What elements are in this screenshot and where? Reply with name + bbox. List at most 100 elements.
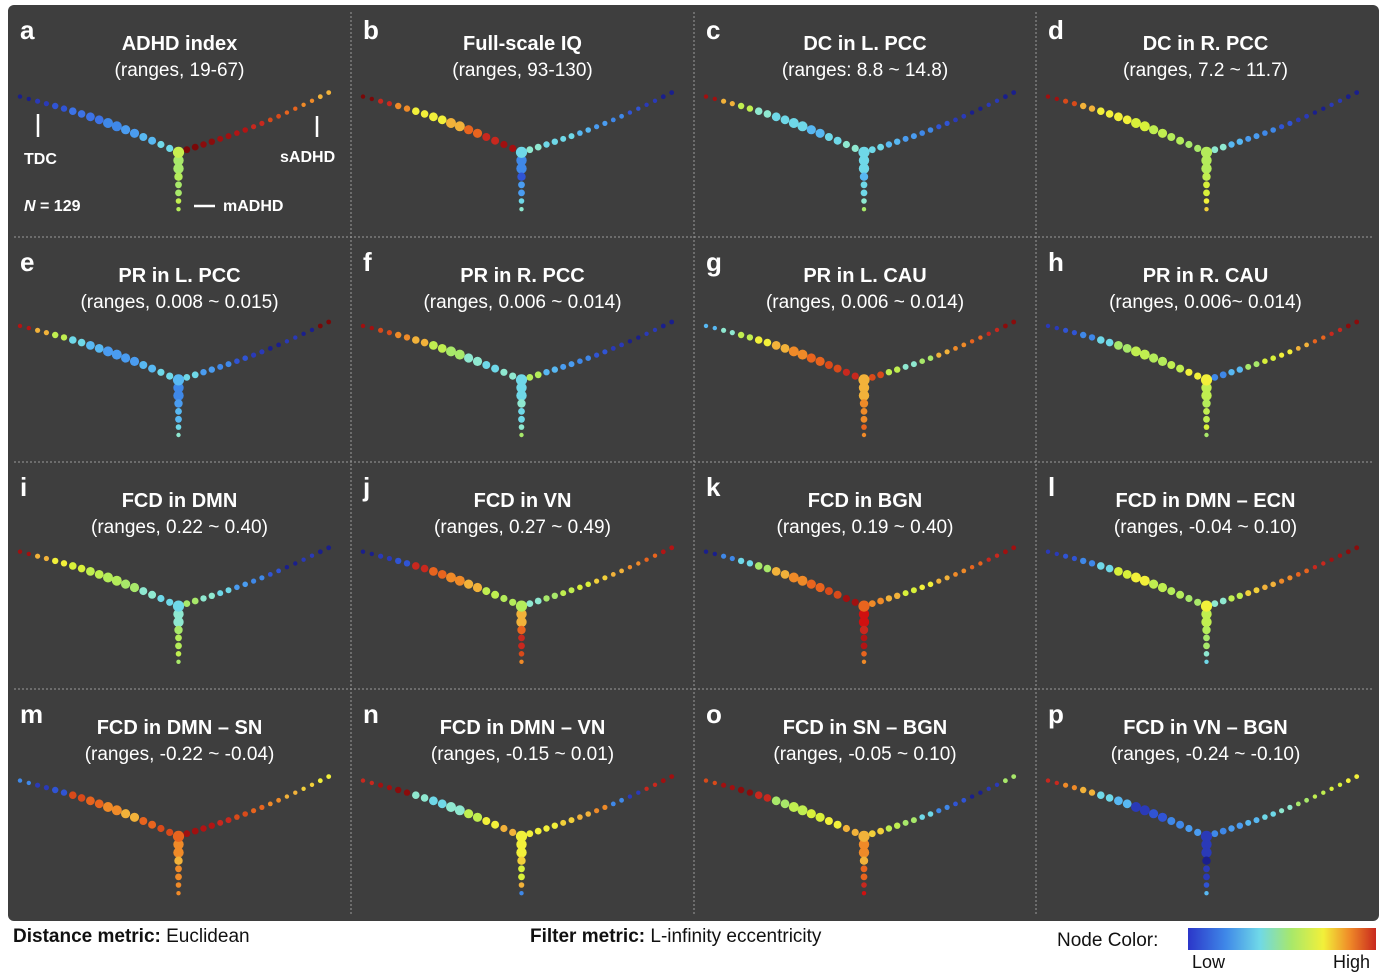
node — [1321, 106, 1326, 111]
node — [771, 341, 781, 350]
node — [927, 127, 934, 133]
node — [858, 839, 870, 850]
node — [86, 112, 95, 122]
node — [877, 371, 884, 379]
panel-letter: k — [706, 472, 721, 502]
node — [200, 369, 207, 376]
node — [652, 98, 658, 104]
panel-letter: d — [1048, 15, 1064, 45]
node — [824, 361, 833, 369]
node — [217, 590, 224, 597]
node — [517, 856, 526, 865]
node — [652, 553, 658, 558]
node — [1063, 98, 1069, 104]
node — [1167, 587, 1176, 596]
junction-node — [515, 374, 528, 386]
node — [482, 361, 491, 369]
node — [858, 382, 870, 393]
junction-node — [172, 600, 185, 612]
node — [885, 825, 893, 832]
node — [636, 561, 641, 566]
node — [500, 368, 508, 376]
node — [927, 355, 934, 362]
node — [551, 138, 558, 145]
node — [103, 802, 113, 812]
node — [746, 334, 754, 341]
node — [183, 374, 191, 381]
node — [1204, 891, 1209, 896]
node — [703, 94, 709, 99]
node — [861, 659, 867, 664]
node — [636, 790, 641, 795]
node — [446, 346, 456, 357]
junction-node — [1200, 600, 1213, 612]
panel-subtitle: (ranges, 0.008 ~ 0.015) — [80, 292, 278, 313]
distance-metric: Distance metric: Euclidean — [13, 926, 250, 947]
node — [121, 579, 131, 589]
node — [644, 102, 649, 108]
node — [129, 812, 140, 822]
node — [1295, 572, 1301, 577]
node — [842, 824, 851, 833]
node — [861, 198, 867, 204]
node — [518, 873, 525, 881]
node — [851, 144, 859, 152]
node — [1185, 140, 1193, 149]
node — [868, 600, 876, 607]
node — [1253, 587, 1260, 594]
node — [472, 128, 483, 138]
node — [1201, 608, 1212, 620]
node — [517, 172, 526, 181]
node — [1329, 786, 1334, 791]
node — [944, 575, 950, 581]
node — [139, 817, 148, 825]
panel-title: FCD in DMN — [122, 490, 238, 512]
node — [703, 323, 709, 329]
panel-letter: e — [20, 247, 34, 277]
node — [360, 549, 366, 554]
colorbar-high-label: High — [1333, 952, 1371, 972]
node — [1149, 579, 1159, 589]
node — [526, 830, 534, 838]
node — [763, 110, 772, 118]
node — [386, 101, 392, 107]
node — [1167, 133, 1176, 141]
node — [395, 786, 402, 794]
node — [516, 390, 527, 401]
node — [395, 557, 402, 565]
node — [969, 110, 975, 115]
node — [1071, 785, 1077, 791]
junction-node — [172, 830, 185, 842]
node — [868, 146, 876, 154]
node — [986, 557, 991, 562]
node — [517, 625, 526, 635]
node — [174, 172, 183, 181]
node — [885, 369, 893, 376]
node — [516, 839, 527, 850]
node — [978, 335, 983, 340]
panel-letter: c — [706, 15, 720, 45]
node — [309, 553, 315, 558]
node — [1203, 181, 1210, 189]
node — [1114, 112, 1123, 122]
node — [602, 575, 608, 581]
node — [737, 557, 745, 565]
panel-subtitle: (ranges, 0.006~ 0.014) — [1109, 292, 1302, 313]
node — [1253, 133, 1260, 140]
node — [386, 330, 392, 336]
node — [1194, 598, 1202, 606]
node — [157, 594, 165, 603]
panel-letter: n — [363, 699, 379, 729]
node — [1253, 361, 1260, 368]
node — [1097, 791, 1105, 799]
node — [703, 549, 709, 554]
node — [175, 181, 182, 189]
node — [644, 786, 649, 791]
node — [859, 399, 869, 408]
node — [927, 581, 934, 588]
node — [360, 778, 366, 783]
node — [60, 789, 68, 796]
panel-subtitle: (ranges, 93-130) — [452, 60, 592, 81]
node — [284, 110, 290, 115]
